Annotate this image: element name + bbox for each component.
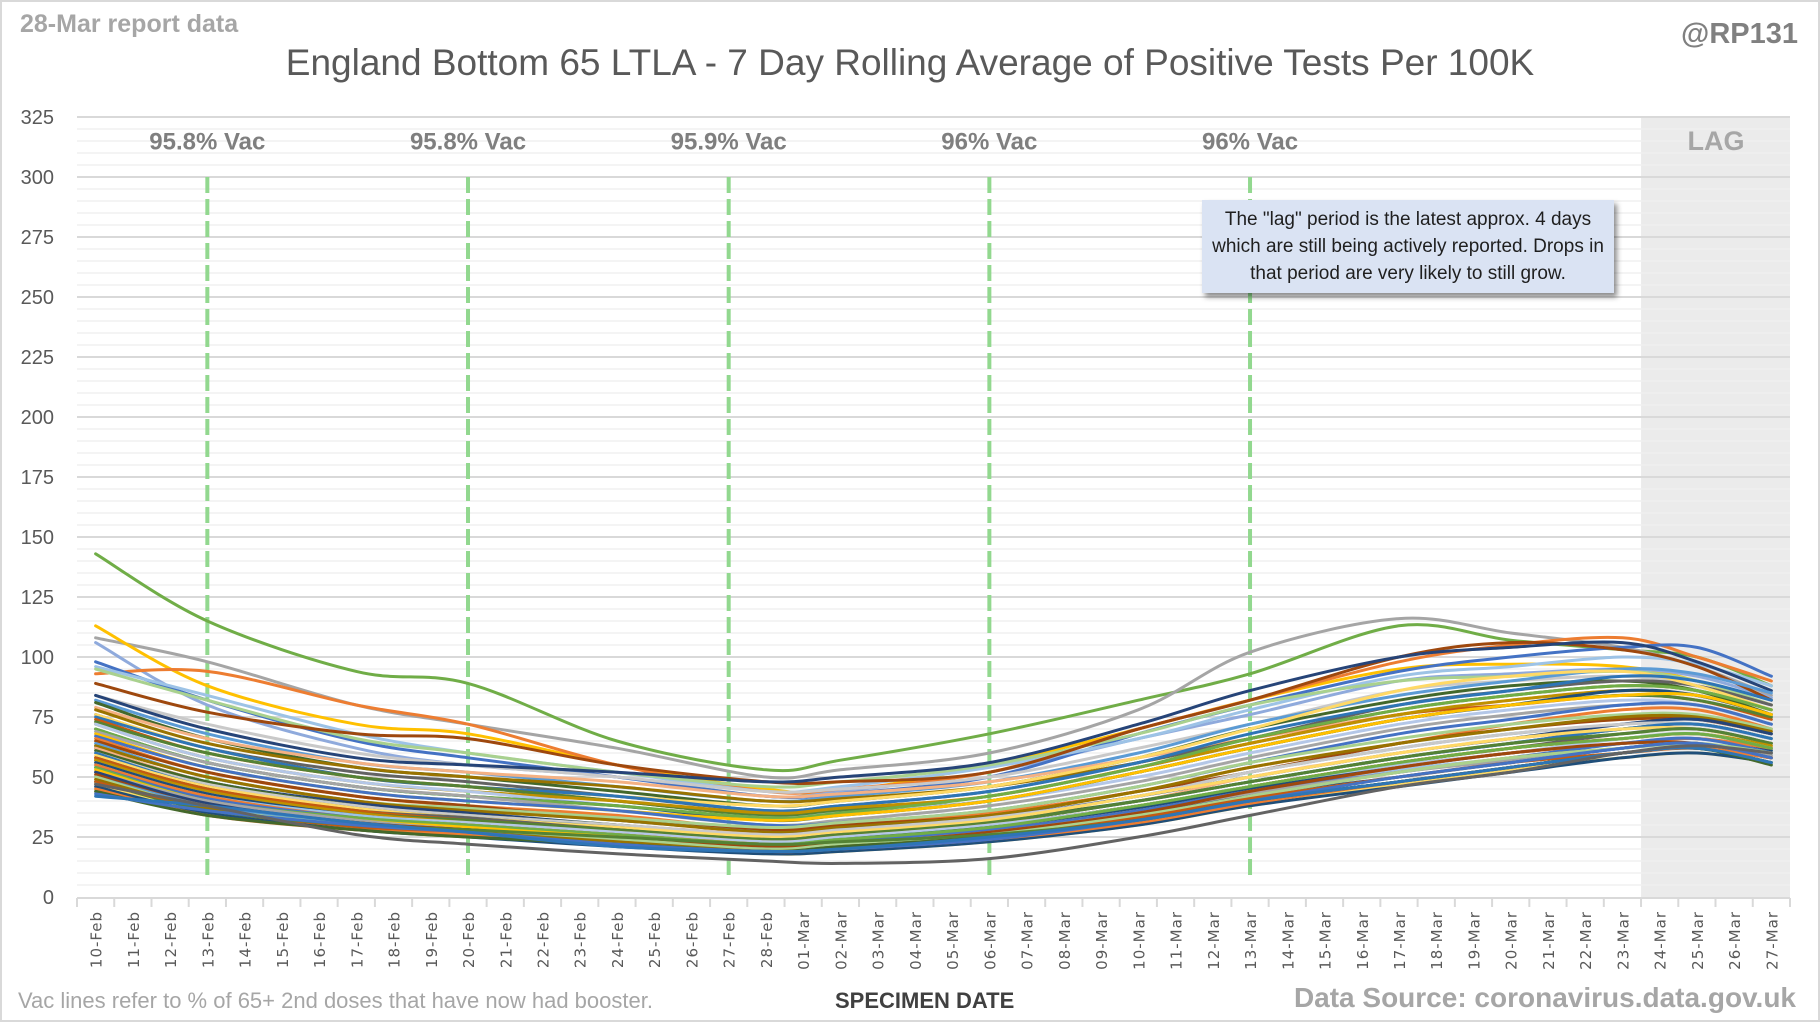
y-tick-label: 225 bbox=[21, 347, 54, 369]
series-line bbox=[94, 741, 1773, 854]
x-tick-label: 02-Mar bbox=[832, 911, 850, 970]
report-date-note: 28-Mar report data bbox=[20, 10, 239, 38]
data-source: Data Source: coronavirus.data.gov.uk bbox=[1293, 982, 1796, 1013]
y-tick-label: 125 bbox=[21, 587, 54, 609]
series-line bbox=[94, 655, 1773, 794]
x-tick-label: 23-Feb bbox=[572, 911, 590, 968]
series-lines bbox=[94, 552, 1773, 865]
series-line bbox=[94, 713, 1773, 834]
vac-label: 95.9% Vac bbox=[671, 128, 787, 155]
lag-label: LAG bbox=[1688, 126, 1745, 156]
series-line bbox=[94, 640, 1773, 785]
x-tick-label: 26-Mar bbox=[1726, 911, 1744, 970]
y-tick-label: 250 bbox=[21, 287, 54, 309]
x-tick-label: 11-Feb bbox=[125, 911, 143, 968]
lag-region bbox=[1641, 117, 1790, 897]
y-tick-label: 300 bbox=[21, 167, 54, 189]
y-tick-label: 200 bbox=[21, 407, 54, 429]
x-tick-label: 03-Mar bbox=[870, 911, 888, 970]
vac-label: 95.8% Vac bbox=[149, 128, 265, 155]
series-line bbox=[94, 746, 1773, 854]
x-tick-label: 11-Mar bbox=[1168, 911, 1186, 970]
x-tick-label: 16-Mar bbox=[1354, 911, 1372, 970]
x-tick-label: 21-Feb bbox=[497, 911, 515, 968]
x-tick-label: 14-Feb bbox=[237, 911, 255, 968]
x-tick-label: 20-Feb bbox=[460, 911, 478, 968]
x-tick-label: 27-Feb bbox=[721, 911, 739, 968]
series-line bbox=[94, 725, 1773, 839]
series-line bbox=[94, 674, 1773, 794]
x-tick-label: 21-Mar bbox=[1540, 911, 1558, 970]
series-line bbox=[94, 721, 1773, 837]
x-tick-label: 17-Feb bbox=[348, 911, 366, 968]
x-tick-label: 13-Feb bbox=[199, 911, 217, 968]
x-tick-label: 22-Mar bbox=[1577, 911, 1595, 970]
x-tick-label: 15-Mar bbox=[1317, 911, 1335, 970]
vac-label: 96% Vac bbox=[941, 128, 1037, 155]
y-tick-label: 25 bbox=[32, 827, 54, 849]
y-tick-label: 50 bbox=[32, 767, 54, 789]
series-line bbox=[94, 640, 1773, 784]
x-tick-label: 04-Mar bbox=[907, 911, 925, 970]
y-tick-label: 175 bbox=[21, 467, 54, 489]
x-tick-label: 10-Mar bbox=[1130, 911, 1148, 970]
x-tick-label: 28-Feb bbox=[758, 911, 776, 968]
series-line bbox=[94, 744, 1773, 865]
vac-label: 96% Vac bbox=[1202, 128, 1298, 155]
y-tick-label: 100 bbox=[21, 647, 54, 669]
y-tick-label: 325 bbox=[21, 107, 54, 129]
x-tick-label: 19-Mar bbox=[1465, 911, 1483, 970]
x-axis: 10-Feb 11-Feb 12-Feb 13-Feb 14-Feb 15-Feb 16-F… bbox=[76, 897, 1791, 970]
x-tick-label: 22-Feb bbox=[534, 911, 552, 968]
y-tick-label: 150 bbox=[21, 527, 54, 549]
y-tick-label: 275 bbox=[21, 227, 54, 249]
x-tick-label: 14-Mar bbox=[1279, 911, 1297, 970]
lag-annotation: The "lag" period is the latest approx. 4… bbox=[1202, 200, 1614, 293]
x-tick-label: 08-Mar bbox=[1056, 911, 1074, 970]
x-tick-label: 09-Mar bbox=[1093, 911, 1111, 970]
x-axis-title: SPECIMEN DATE bbox=[835, 988, 1015, 1013]
series-line bbox=[94, 701, 1773, 827]
x-tick-label: 13-Mar bbox=[1242, 911, 1260, 970]
x-tick-label: 06-Mar bbox=[981, 911, 999, 970]
x-tick-label: 10-Feb bbox=[88, 911, 106, 968]
lag-shade bbox=[1641, 117, 1790, 897]
series-line bbox=[94, 731, 1773, 846]
x-tick-label: 24-Mar bbox=[1652, 911, 1670, 970]
y-tick-label: 75 bbox=[32, 707, 54, 729]
x-tick-label: 12-Mar bbox=[1205, 911, 1223, 970]
x-tick-label: 25-Mar bbox=[1689, 911, 1707, 970]
x-tick-label: 15-Feb bbox=[274, 911, 292, 968]
x-tick-label: 23-Mar bbox=[1614, 911, 1632, 970]
x-tick-label: 17-Mar bbox=[1391, 911, 1409, 970]
vac-lines: 95.8% Vac 95.8% Vac 95.9% Vac 96% Vac 96% Va… bbox=[149, 128, 1298, 878]
x-tick-label: 25-Feb bbox=[646, 911, 664, 968]
x-tick-label: 12-Feb bbox=[162, 911, 180, 968]
x-tick-label: 16-Feb bbox=[311, 911, 329, 968]
y-axis: 0 25 50 75 100 125 150 175 200 225 250 275 300 325 bbox=[21, 107, 54, 909]
x-tick-label: 26-Feb bbox=[683, 911, 701, 968]
vac-label: 95.8% Vac bbox=[410, 128, 526, 155]
x-tick-label: 07-Mar bbox=[1019, 911, 1037, 970]
x-tick-label: 05-Mar bbox=[944, 911, 962, 970]
x-tick-label: 01-Mar bbox=[795, 911, 813, 970]
author-handle: @RP131 bbox=[1681, 18, 1798, 50]
x-tick-label: 27-Mar bbox=[1763, 911, 1781, 970]
x-tick-label: 18-Mar bbox=[1428, 911, 1446, 970]
x-tick-label: 20-Mar bbox=[1503, 911, 1521, 970]
chart-title: England Bottom 65 LTLA - 7 Day Rolling A… bbox=[285, 42, 1535, 83]
x-tick-label: 19-Feb bbox=[423, 911, 441, 968]
x-tick-label: 18-Feb bbox=[386, 911, 404, 968]
x-tick-label: 24-Feb bbox=[609, 911, 627, 968]
vac-footnote: Vac lines refer to % of 65+ 2nd doses th… bbox=[18, 988, 653, 1013]
y-tick-label: 0 bbox=[43, 887, 54, 909]
